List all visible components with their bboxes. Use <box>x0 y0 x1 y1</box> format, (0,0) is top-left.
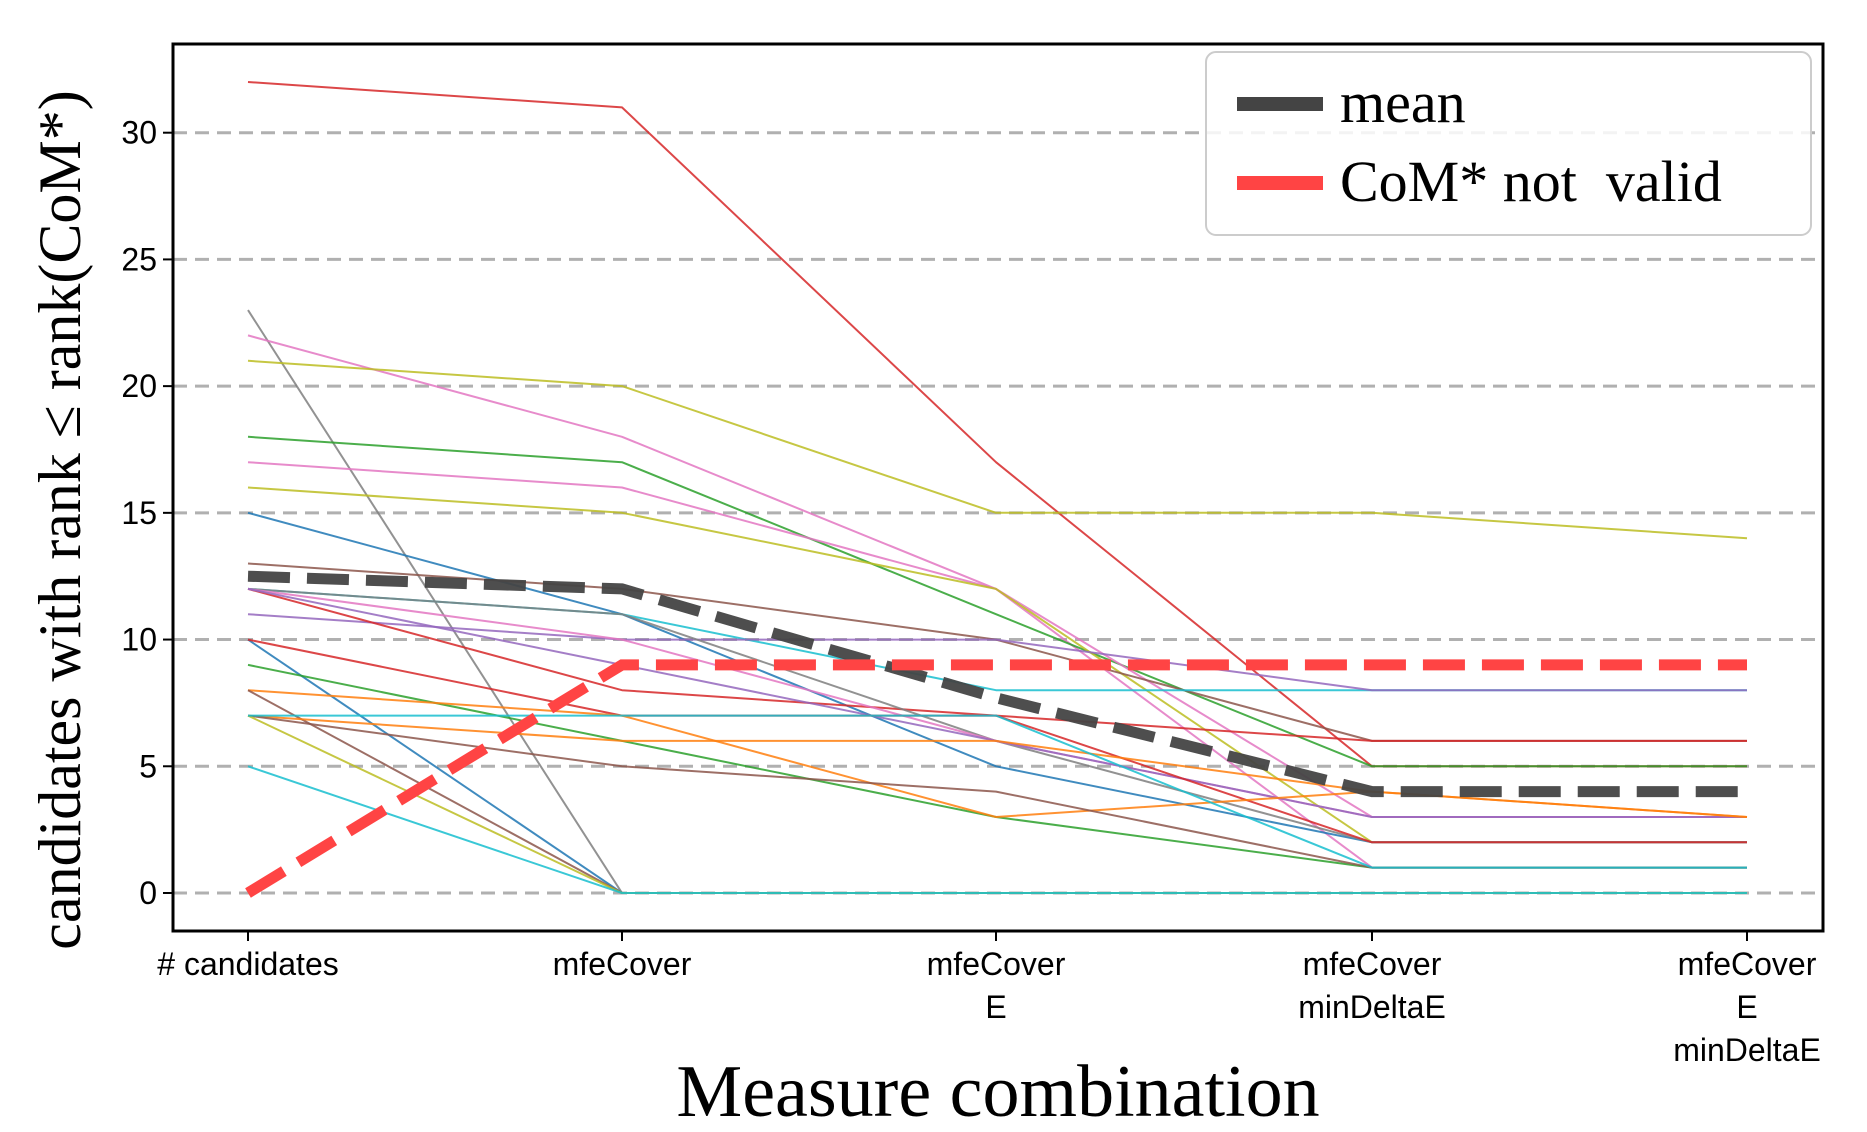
x-tick-label: minDeltaE <box>1673 1032 1821 1068</box>
y-tick-label: 25 <box>121 241 157 277</box>
series-line <box>247 309 1747 894</box>
legend-label-mean: mean <box>1340 70 1466 135</box>
x-tick-label: mfeCover <box>553 946 692 982</box>
series-line <box>247 765 1747 894</box>
x-tick-label: # candidates <box>157 946 338 982</box>
plot-frame <box>171 42 1825 933</box>
y-tick-label: 15 <box>121 495 157 531</box>
legend: mean CoM* not valid <box>1205 51 1812 236</box>
x-tick-label: mfeCover <box>1303 946 1442 982</box>
y-tick-label: 10 <box>121 622 157 658</box>
series-line <box>247 359 1748 540</box>
not-valid-line <box>245 659 1747 898</box>
series-line <box>248 714 1747 869</box>
legend-box <box>1205 51 1812 236</box>
series-line <box>247 587 1747 818</box>
x-axis-title: Measure combination <box>676 1051 1319 1132</box>
series-line <box>247 613 1747 692</box>
x-tick-label: minDeltaE <box>1298 989 1446 1025</box>
x-tick-label: mfeCover <box>1678 946 1817 982</box>
y-tick-label: 0 <box>139 875 157 911</box>
series-line <box>247 714 1748 818</box>
y-tick-label: 20 <box>121 368 157 404</box>
series-line <box>247 435 1747 768</box>
x-tick-label: E <box>985 989 1006 1025</box>
y-tick-label: 5 <box>139 748 157 784</box>
y-axis-title: candidates with rank ≤ rank(CoM*) <box>27 90 93 949</box>
y-axis-ticks: 0 5 10 15 20 25 30 <box>121 115 173 911</box>
x-tick-label: mfeCover <box>927 946 1066 982</box>
series-lines <box>247 81 1748 894</box>
x-tick-label: E <box>1736 989 1757 1025</box>
series-line <box>247 587 1747 818</box>
mean-line <box>247 570 1747 798</box>
y-tick-label: 30 <box>121 115 157 151</box>
summary-lines <box>245 570 1747 898</box>
legend-label-not-valid: CoM* not valid <box>1340 149 1722 214</box>
